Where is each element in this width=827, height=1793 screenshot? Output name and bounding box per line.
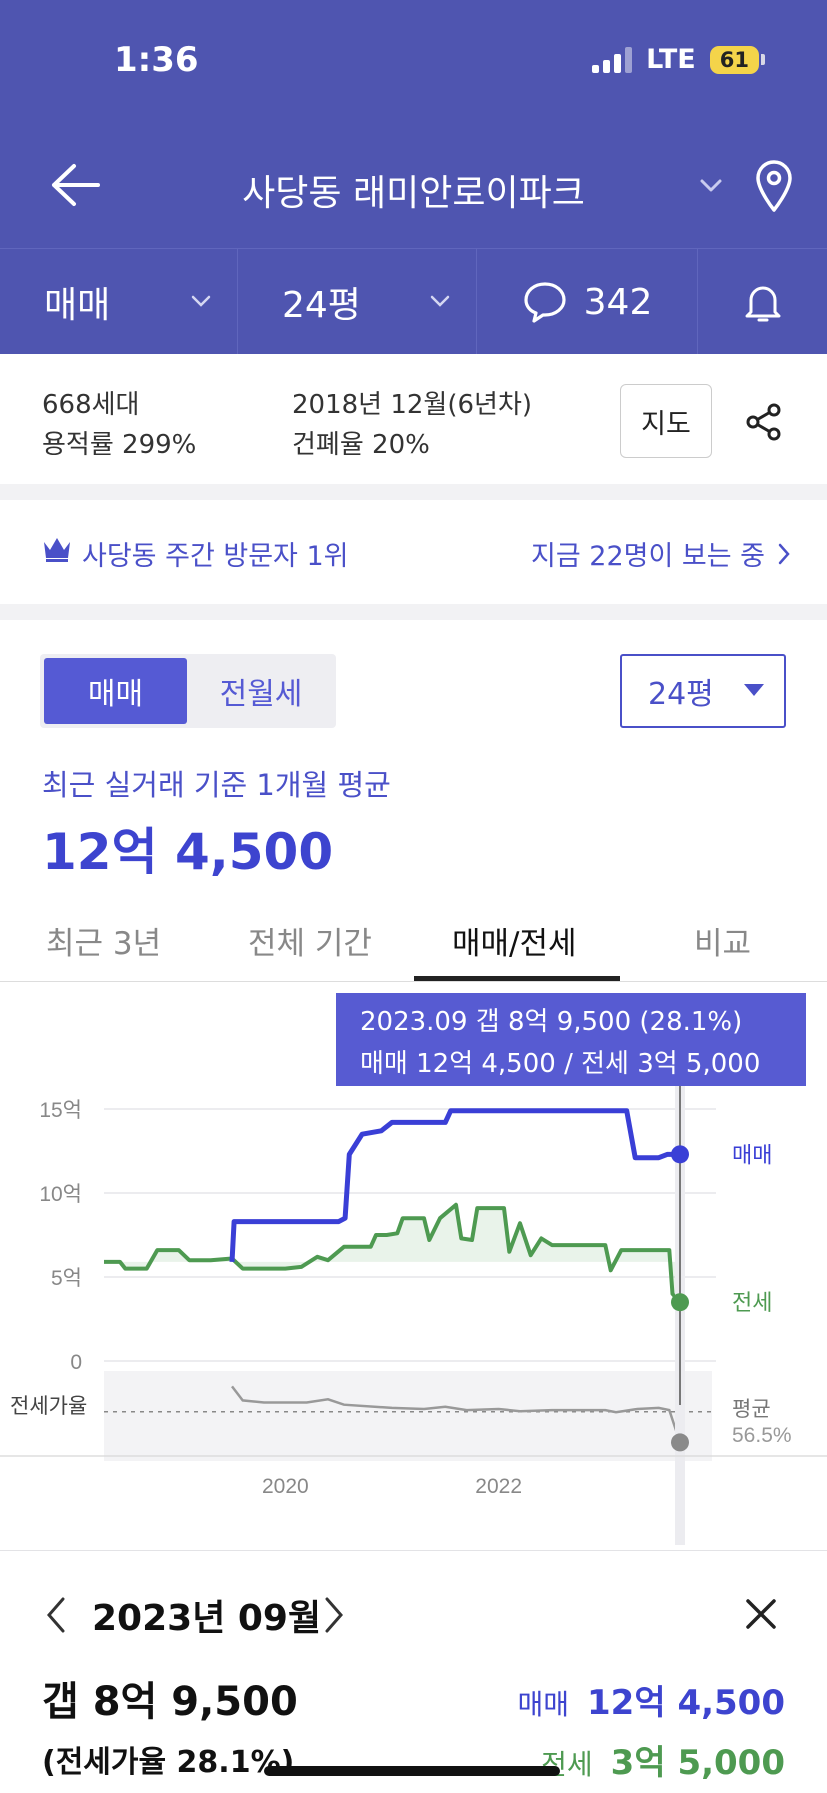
back-arrow-icon[interactable]	[46, 160, 102, 210]
trade-type-dropdown[interactable]: 매매	[0, 249, 238, 355]
chevron-down-icon	[191, 295, 211, 307]
sale-series-label: 매매	[732, 1142, 772, 1167]
nav-bar: 사당동 래미안로이파크	[0, 140, 827, 230]
speech-bubble-icon	[524, 282, 566, 323]
location-pin-icon[interactable]	[752, 158, 796, 214]
visitor-rank-banner[interactable]: 사당동 주간 방문자 1위 지금 22명이 보는 중	[0, 500, 827, 604]
average-label: 평균	[732, 1398, 771, 1421]
chevron-down-icon[interactable]	[696, 170, 726, 200]
segment-sale[interactable]: 매매	[44, 658, 187, 724]
jeonse-ratio: (전세가율 28.1%)	[42, 1745, 295, 1780]
y-tick-label: 10억	[39, 1183, 82, 1206]
viewers-text: 지금 22명이 보는 중	[531, 541, 765, 572]
y-tick-label: 5억	[51, 1267, 82, 1290]
y-tick-label: 15억	[39, 1099, 82, 1122]
map-button[interactable]: 지도	[620, 384, 712, 458]
rent-line	[104, 1202, 682, 1304]
comment-count: 342	[583, 281, 653, 323]
share-icon[interactable]	[744, 402, 784, 442]
size-select[interactable]: 24평	[620, 654, 786, 728]
signal-icon	[592, 46, 633, 73]
floor-area-ratio: 용적률 299%	[42, 430, 197, 460]
chevron-down-icon	[430, 295, 450, 307]
active-tab-indicator	[414, 976, 620, 981]
filter-bar: 매매 24평 342	[0, 248, 827, 355]
tooltip-line1: 2023.09 갭 8억 9,500 (28.1%)	[360, 1007, 743, 1037]
sale-point	[671, 1145, 689, 1164]
size-select-value: 24평	[648, 677, 714, 712]
comments-button[interactable]: 342	[477, 249, 698, 355]
top-bar: 1:36 LTE 61 사당동 래미안로이파크 매매 24평	[0, 0, 827, 355]
size-label: 24평	[282, 285, 361, 326]
tooltip-line2: 매매 12억 4,500 / 전세 3억 5,000	[360, 1049, 761, 1079]
chevron-right-icon	[778, 543, 790, 564]
average-price: 12억 4,500	[42, 823, 334, 881]
tab-sale-rent[interactable]: 매매/전세	[452, 926, 577, 962]
ratio-band	[104, 1371, 712, 1461]
sale-label: 매매	[517, 1688, 570, 1721]
sale-line	[229, 1108, 680, 1263]
bell-icon	[745, 286, 780, 322]
tab-compare[interactable]: 비교	[694, 926, 752, 962]
average-value: 56.5%	[732, 1424, 792, 1447]
rent-row: 전세 3억 5,000	[541, 1735, 785, 1784]
x-tick-label: 2022	[475, 1475, 522, 1498]
battery-icon: 61	[709, 45, 765, 74]
tab-all-period[interactable]: 전체 기간	[248, 926, 372, 962]
gap-amount: 갭 8억 9,500	[42, 1679, 298, 1725]
month-detail-panel: 2023년 09월 갭 8억 9,500 (전세가율 28.1%) 매매 12억…	[0, 1550, 827, 1793]
tab-recent-3y[interactable]: 최근 3년	[46, 926, 162, 962]
home-indicator	[264, 1766, 560, 1776]
chevron-right-icon[interactable]	[322, 1595, 346, 1635]
rent-area	[104, 1204, 680, 1303]
trade-type-label: 매매	[44, 285, 111, 326]
trade-segment-control: 매매 전월세	[40, 654, 336, 728]
crown-icon	[44, 538, 70, 562]
divider	[0, 604, 827, 620]
viewers-link[interactable]: 지금 22명이 보는 중	[531, 534, 791, 573]
complex-info: 668세대 용적률 299% 2018년 12월(6년차) 건폐율 20% 지도	[0, 354, 827, 484]
chevron-left-icon[interactable]	[44, 1595, 68, 1635]
battery-level: 61	[709, 45, 759, 74]
chart-tooltip: 2023.09 갭 8억 9,500 (28.1%) 매매 12억 4,500 …	[336, 993, 806, 1086]
sale-row: 매매 12억 4,500	[517, 1675, 785, 1724]
ratio-point	[671, 1433, 689, 1452]
built-date: 2018년 12월(6년차)	[292, 390, 533, 420]
status-time: 1:36	[114, 40, 199, 80]
size-dropdown[interactable]: 24평	[238, 249, 477, 355]
ratio-label: 전세가율	[10, 1395, 87, 1418]
rent-series-label: 전세	[732, 1290, 772, 1315]
building-coverage-ratio: 건폐율 20%	[292, 430, 430, 460]
close-icon[interactable]	[744, 1597, 778, 1631]
status-icons: LTE 61	[592, 44, 765, 75]
rent-point	[671, 1293, 689, 1312]
caret-down-icon	[744, 684, 764, 696]
y-tick-label: 0	[70, 1351, 82, 1374]
segment-rent[interactable]: 전월세	[219, 677, 303, 712]
x-tick-label: 2020	[262, 1475, 309, 1498]
period-tabs: 최근 3년 전체 기간 매매/전세 비교	[0, 900, 827, 982]
households: 668세대	[42, 390, 140, 420]
network-label: LTE	[646, 44, 696, 75]
detail-month: 2023년 09월	[92, 1598, 322, 1639]
rank-text: 사당동 주간 방문자 1위	[82, 541, 349, 572]
divider	[0, 484, 827, 500]
price-basis: 최근 실거래 기준 1개월 평균	[42, 768, 391, 802]
ratio-line	[231, 1385, 682, 1443]
notification-button[interactable]	[698, 249, 827, 355]
rent-value: 3억 5,000	[610, 1743, 785, 1783]
page-title[interactable]: 사당동 래미안로이파크	[242, 173, 585, 214]
sale-value: 12억 4,500	[587, 1683, 785, 1723]
rent-label: 전세	[541, 1748, 593, 1781]
